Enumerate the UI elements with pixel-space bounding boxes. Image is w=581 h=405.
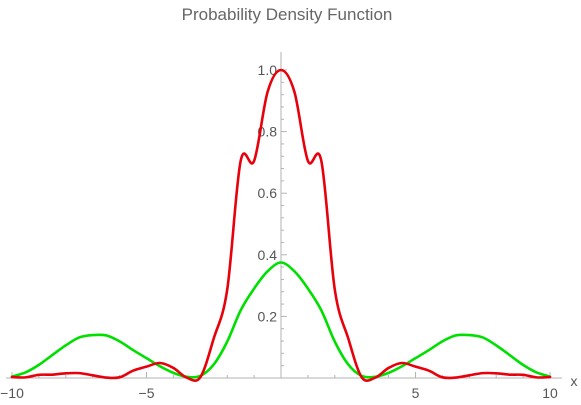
y-tick-label: 0.8 (258, 124, 278, 140)
x-tick-label: 5 (412, 385, 420, 401)
x-axis-label: x (571, 373, 578, 389)
x-tick-label: −10 (0, 385, 24, 401)
y-tick-label: 0.2 (258, 308, 278, 324)
y-tick-label: 0.4 (258, 247, 278, 263)
series-line-green (10, 261, 552, 379)
x-tick-label: −5 (139, 385, 155, 401)
y-tick-label: 1.0 (258, 62, 278, 78)
y-tick-label: 0.6 (258, 185, 278, 201)
series-line-red (10, 68, 552, 383)
x-tick-label: 10 (542, 385, 558, 401)
tick-labels: −10 −5 5 10 0.2 0.4 0.6 0.8 1.0 (0, 62, 558, 401)
series-layer (10, 68, 552, 383)
axes (6, 52, 562, 379)
chart-title: Probability Density Function (182, 5, 393, 24)
